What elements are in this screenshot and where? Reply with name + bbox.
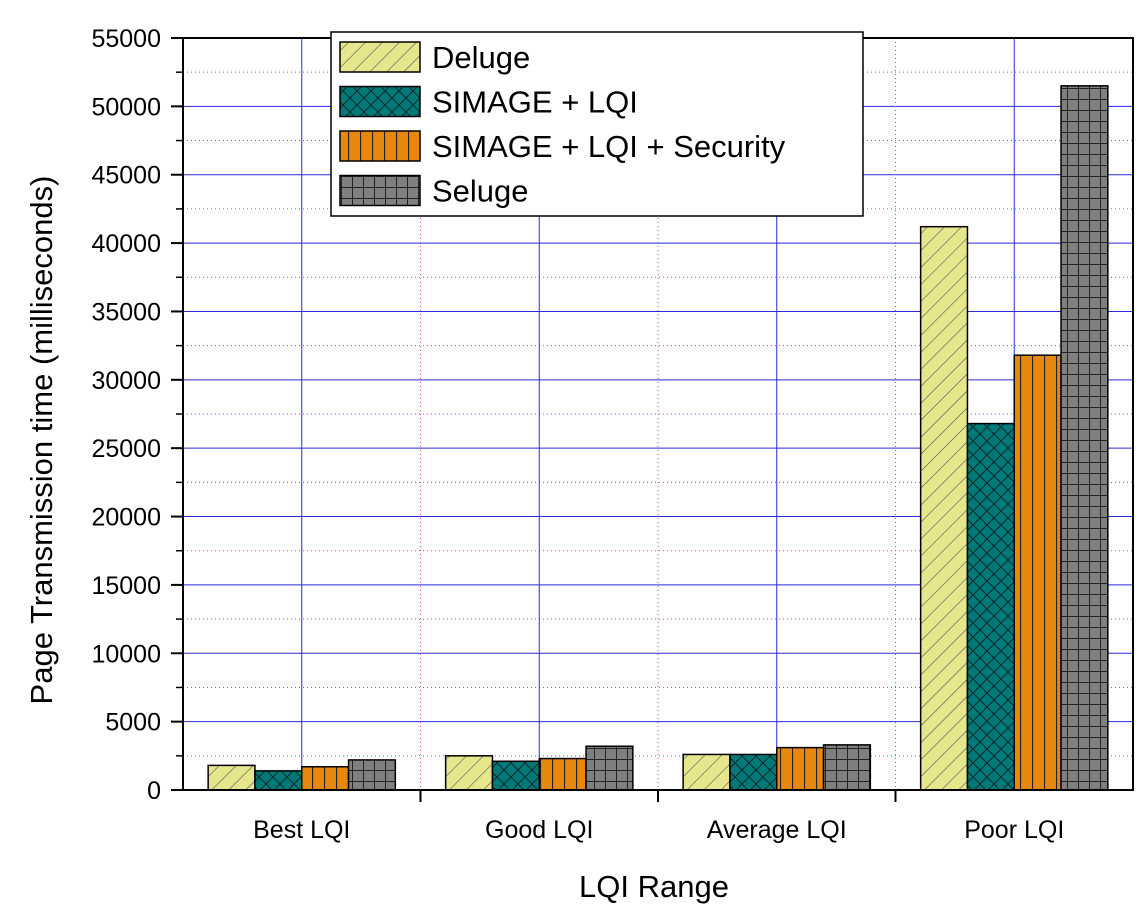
bar-deluge-poor-lqi	[919, 225, 969, 791]
legend: Deluge SIMAGE + LQI SIMAGE + LQI + Securit…	[330, 31, 864, 217]
bars	[207, 85, 1109, 791]
x-tick-label: Poor LQI	[964, 816, 1064, 844]
bar-simage-lqi-security-poor-lqi	[1013, 354, 1062, 791]
legend-label: Seluge	[432, 174, 529, 209]
y-tick-label: 45000	[91, 162, 161, 190]
y-tick-label: 10000	[91, 640, 161, 668]
x-axis-label: LQI Range	[579, 869, 729, 904]
x-tick-label: Best LQI	[253, 816, 350, 844]
bar-simage-lqi-security-good-lqi	[538, 757, 587, 791]
y-tick-label: 35000	[91, 298, 161, 326]
legend-swatch	[339, 41, 421, 73]
bar-seluge-poor-lqi	[1060, 85, 1109, 791]
y-axis-label: Page Transmission time (milliseconds)	[24, 176, 59, 705]
legend-swatch	[339, 130, 421, 162]
legend-label: SIMAGE + LQI	[432, 85, 638, 120]
y-tick-label: 20000	[91, 504, 161, 532]
legend-label: SIMAGE + LQI + Security	[432, 129, 786, 164]
y-tick-label: 30000	[91, 367, 161, 395]
y-tick-label: 40000	[91, 230, 161, 258]
x-tick-label: Good LQI	[485, 816, 593, 844]
bar-seluge-best-lqi	[347, 759, 397, 791]
bar-simage-lqi-best-lqi	[254, 770, 303, 791]
bar-seluge-average-lqi	[822, 744, 872, 791]
bar-simage-lqi-security-average-lqi	[776, 746, 825, 791]
y-tick-label: 55000	[91, 25, 161, 53]
bar-simage-lqi-security-best-lqi	[301, 766, 350, 791]
y-tick-label: 25000	[91, 435, 161, 463]
bar-simage-lqi-good-lqi	[491, 760, 541, 791]
y-tick-label: 0	[147, 777, 161, 805]
y-tick-label: 5000	[105, 709, 161, 737]
bar-simage-lqi-poor-lqi	[966, 422, 1016, 791]
bar-simage-lqi-average-lqi	[729, 753, 778, 791]
legend-label: Deluge	[432, 40, 530, 75]
axis-ticks: 0 5000 10000 15000 20000 25000 30000 35000 40000…	[91, 25, 1064, 844]
y-tick-label: 15000	[91, 572, 161, 600]
bar-deluge-good-lqi	[444, 755, 494, 791]
legend-swatch	[339, 174, 421, 207]
bar-seluge-good-lqi	[585, 745, 634, 791]
bar-deluge-average-lqi	[682, 753, 731, 791]
bar-deluge-best-lqi	[207, 764, 256, 791]
x-tick-label: Average LQI	[707, 816, 847, 844]
legend-swatch	[339, 85, 421, 118]
y-tick-label: 50000	[91, 93, 161, 121]
